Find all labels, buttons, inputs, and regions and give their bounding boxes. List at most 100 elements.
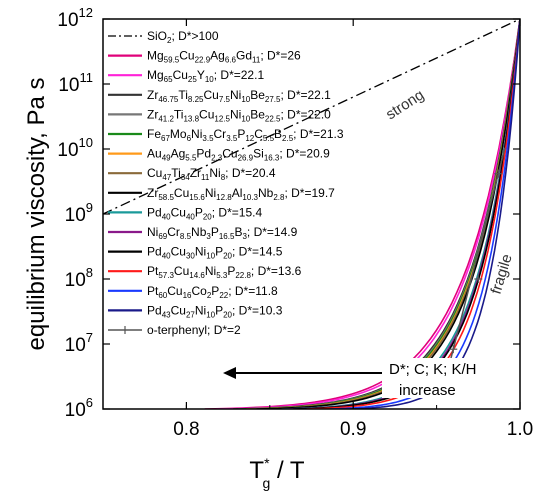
legend-label-part: 10	[206, 310, 215, 319]
legend-label-part: ; D*=20.9	[279, 147, 330, 161]
legend-label-part: 57.3	[158, 271, 174, 280]
legend-label-part: 6.6	[225, 56, 237, 65]
legend-label-part: 30	[186, 252, 195, 261]
series-line	[293, 19, 520, 409]
series-line	[256, 19, 520, 409]
legend-label-part: 2.3	[211, 154, 223, 163]
legend-label: Zr46.75Ti8.25Cu7.5Ni10Be27.5; D*=22.1	[147, 88, 331, 104]
legend-label-part: Cu	[199, 107, 214, 121]
legend-label-part: Ni	[195, 245, 206, 259]
series-line	[246, 19, 520, 409]
legend-label-part: 16.3	[264, 154, 280, 163]
legend-label-part: ; D*=14.5	[232, 245, 283, 259]
y-axis-title: equilibrium viscosity, Pa s	[23, 78, 50, 351]
y-tick-label: 106	[65, 395, 93, 421]
legend-label-part: Zr	[190, 166, 201, 180]
legend-label-part: Ni	[191, 127, 202, 141]
legend-label-part: ; D*=13.6	[251, 264, 302, 278]
x-axis-title-main: T	[249, 457, 264, 484]
legend-label-part: Cu	[171, 303, 186, 317]
legend-label-part: P	[211, 225, 219, 239]
legend-label: Cu47Ti34Zr11Ni8; D*=20.4	[147, 166, 276, 182]
legend-label-part: 49	[162, 154, 171, 163]
legend-label-part: ; D*=10.3	[232, 303, 283, 317]
legend-label-part: 25	[188, 75, 197, 84]
legend-label-part: 2	[167, 36, 172, 45]
y-tick-exponent: 8	[86, 265, 93, 280]
annotation-increase-bg	[382, 358, 464, 398]
legend-label-part: Zr	[147, 107, 158, 121]
legend-label-part: 22.5	[265, 114, 281, 123]
legend-label-part: Ni	[205, 264, 216, 278]
legend-label-part: 3.5	[202, 134, 214, 143]
legend-label-part: 40	[162, 252, 171, 261]
legend-label: Zr58.5Cu15.6Ni12.8Al10.3Nb2.8; D*=19.7	[147, 186, 335, 202]
legend-label-part: Al	[232, 186, 243, 200]
legend-label-part: Ag	[210, 49, 225, 63]
legend-label-part: 26.9	[238, 154, 254, 163]
y-tick-base: 10	[65, 270, 86, 291]
series-line	[238, 19, 520, 409]
legend-label: Ni69Cr8.5Nb3P16.5B3; D*=14.9	[147, 225, 298, 241]
x-tick-label: 1.0	[507, 419, 533, 440]
legend-label-part: Ti	[178, 88, 188, 102]
series-line	[241, 19, 520, 409]
x-tick-label: 0.9	[340, 419, 366, 440]
legend-label: Pd40Cu30Ni10P20; D*=14.5	[147, 245, 283, 261]
x-axis-title-sup: *	[264, 455, 270, 471]
legend-label-part: Pt	[147, 284, 159, 298]
legend-label-part: 12.8	[216, 193, 232, 202]
legend-label-part: 12	[245, 134, 254, 143]
legend-label-part: ; D*=22.1	[280, 88, 331, 102]
legend-label-part: Ni	[147, 225, 158, 239]
legend-label-part: 27	[186, 310, 195, 319]
legend-label-part: 16.5	[219, 232, 235, 241]
legend-label-part: 59.5	[164, 56, 180, 65]
legend-label-part: ; D*=15.4	[212, 205, 263, 219]
legend-label-part: Ti	[171, 166, 181, 180]
y-tick-label: 1011	[58, 70, 93, 96]
legend-label-part: 3	[242, 232, 247, 241]
legend-label-part: P	[195, 205, 203, 219]
y-tick-exponent: 7	[86, 330, 93, 345]
legend-label-part: Nb	[258, 186, 274, 200]
legend-label-part: 22	[219, 291, 228, 300]
legend-label-part: 47	[162, 173, 171, 182]
legend-label-part: Be	[250, 107, 265, 121]
y-tick-label: 109	[65, 200, 93, 226]
legend-label-part: o-terphenyl; D*=2	[147, 323, 241, 337]
legend-label-part: Ag	[171, 147, 186, 161]
x-axis-title: T* g / T	[249, 455, 304, 491]
legend-label-part: 14.6	[189, 271, 205, 280]
increase-arrow	[223, 367, 382, 379]
legend-label-part: Pt	[147, 264, 159, 278]
legend-label-part: 8	[221, 173, 226, 182]
legend-label-part: Pd	[196, 147, 211, 161]
y-tick-exponent: 10	[79, 135, 93, 150]
legend-label-part: ; D*=26	[260, 49, 301, 63]
legend-label-part: Mo	[170, 127, 187, 141]
legend-label-part: 34	[181, 173, 190, 182]
y-tick-base: 10	[65, 205, 86, 226]
y-tick-label: 1012	[57, 5, 93, 31]
legend-label-part: Fe	[147, 127, 161, 141]
legend-label-part: 16	[183, 291, 192, 300]
legend-label-part: ; D*=22.0	[280, 107, 331, 121]
legend-label-part: Mg	[147, 68, 164, 82]
legend-label-part: 67	[161, 134, 170, 143]
legend-label-part: SiO	[147, 29, 167, 43]
legend-label-part: Cu	[204, 88, 219, 102]
legend-label-part: 5.5	[185, 154, 197, 163]
legend-label-part: Cu	[173, 68, 188, 82]
legend-label-part: Ni	[195, 303, 206, 317]
legend-label-part: Si	[253, 147, 264, 161]
legend-label-part: Pd	[147, 245, 162, 259]
annotation-fragile: fragile	[488, 252, 516, 296]
legend-label-part: 12.5	[214, 114, 230, 123]
series-line	[249, 19, 520, 409]
legend-label-part: 10	[205, 75, 214, 84]
legend-label-part: ; D*=11.8	[228, 284, 278, 298]
legend-label-part: Pd	[147, 205, 162, 219]
legend-label-part: 60	[158, 291, 167, 300]
